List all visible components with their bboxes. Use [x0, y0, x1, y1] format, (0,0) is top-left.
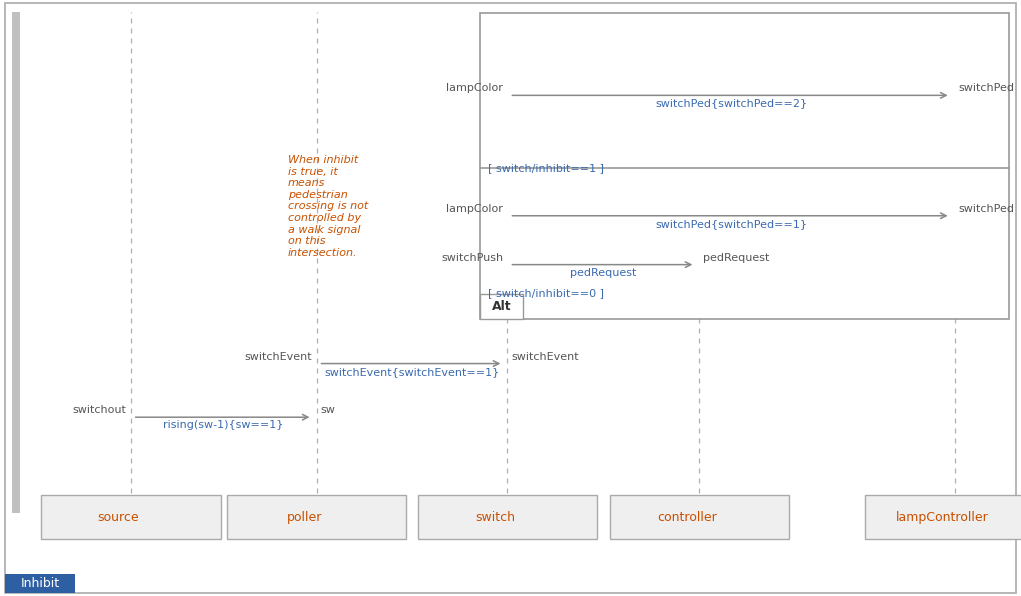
Text: Alt: Alt: [491, 300, 512, 313]
FancyBboxPatch shape: [418, 495, 597, 539]
Text: pedRequest: pedRequest: [703, 253, 770, 263]
FancyBboxPatch shape: [41, 495, 221, 539]
Text: switchPed{switchPed==2}: switchPed{switchPed==2}: [655, 98, 807, 108]
Text: poller: poller: [287, 511, 322, 523]
Text: pedRequest: pedRequest: [570, 268, 637, 278]
Text: switchPed: switchPed: [959, 83, 1015, 94]
Text: switch: switch: [475, 511, 516, 523]
Text: switchout: switchout: [72, 405, 127, 415]
Text: sw: sw: [321, 405, 336, 415]
Text: lampColor: lampColor: [446, 204, 503, 214]
Text: switchPed: switchPed: [959, 204, 1015, 214]
FancyBboxPatch shape: [865, 495, 1021, 539]
Text: rising(sw-1){sw==1}: rising(sw-1){sw==1}: [163, 420, 284, 430]
Text: [ switch/inhibit==1 ]: [ switch/inhibit==1 ]: [488, 163, 604, 173]
Text: Inhibit: Inhibit: [20, 577, 59, 590]
FancyBboxPatch shape: [610, 495, 789, 539]
Text: switchPed{switchPed==1}: switchPed{switchPed==1}: [655, 219, 807, 229]
Bar: [12, 12, 20, 513]
Text: switchPush: switchPush: [441, 253, 503, 263]
Text: switchEvent{switchEvent==1}: switchEvent{switchEvent==1}: [325, 367, 499, 377]
Bar: [5, 574, 75, 593]
Text: controller: controller: [658, 511, 717, 523]
Text: When inhibit
is true, it
means
pedestrian
crossing is not
controlled by
a walk s: When inhibit is true, it means pedestria…: [288, 155, 369, 257]
Bar: [480, 13, 1009, 319]
Text: lampColor: lampColor: [446, 83, 503, 94]
Text: switchEvent: switchEvent: [245, 352, 312, 362]
Text: source: source: [98, 511, 139, 523]
Text: [ switch/inhibit==0 ]: [ switch/inhibit==0 ]: [488, 288, 604, 298]
Text: lampController: lampController: [896, 511, 988, 523]
FancyBboxPatch shape: [227, 495, 406, 539]
Text: switchEvent: switchEvent: [512, 352, 579, 362]
Bar: [480, 294, 523, 319]
